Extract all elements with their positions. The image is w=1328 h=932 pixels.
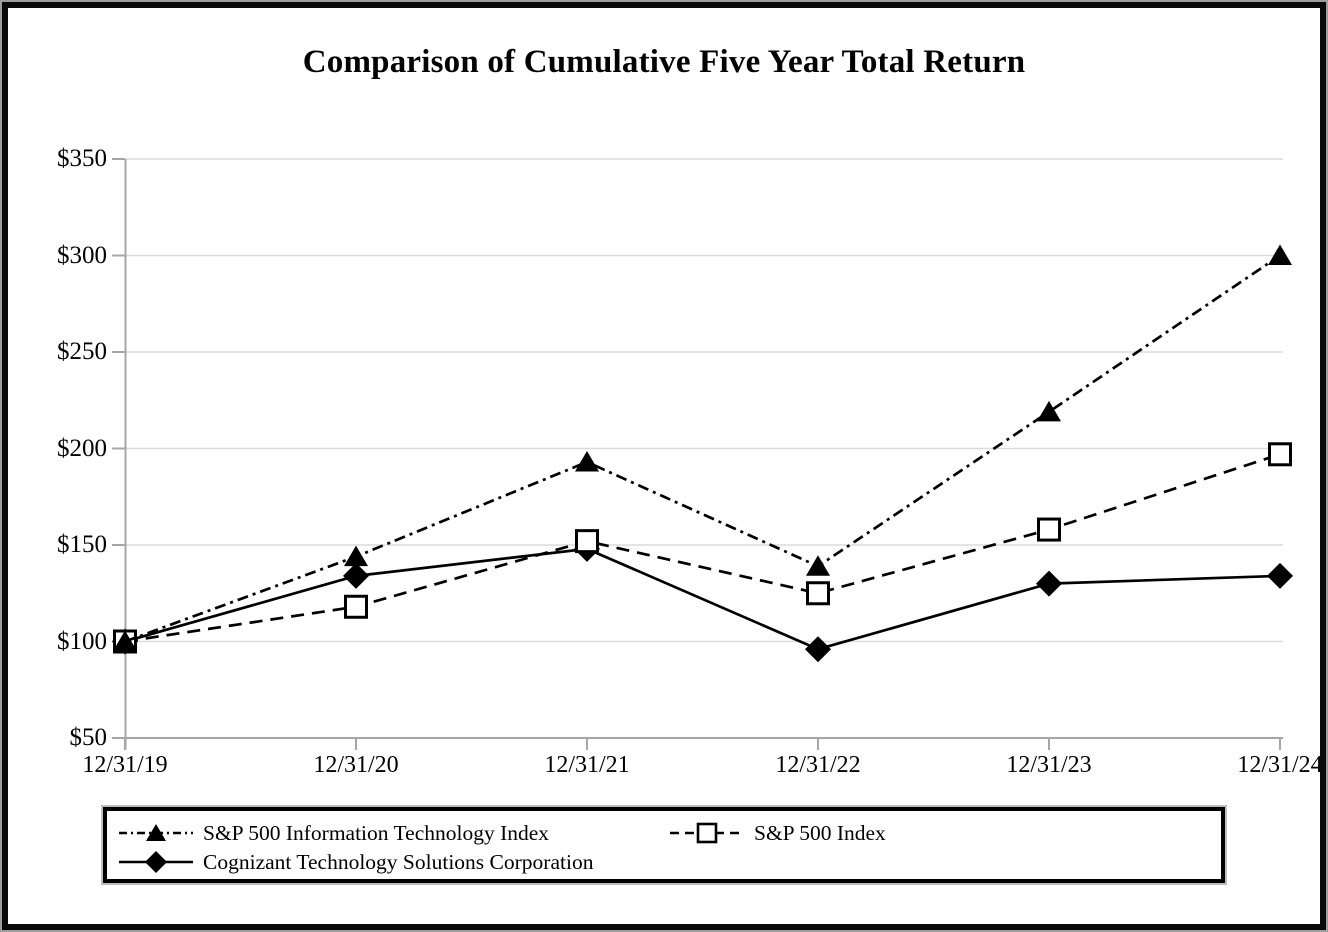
legend-label-cognizant: Cognizant Technology Solutions Corporati… (203, 850, 594, 874)
triangle-filled-marker (1037, 400, 1061, 422)
diamond-filled-marker (1267, 562, 1293, 589)
triangle-filled-marker (344, 545, 368, 567)
legend-item-sp500-index: S&P 500 Index (668, 819, 886, 847)
x-axis-label: 12/31/21 (544, 752, 630, 778)
legend-box: S&P 500 Information Technology Index S&P… (103, 807, 1225, 883)
chart-title: Comparison of Cumulative Five Year Total… (302, 44, 1026, 80)
legend-label-sp500-index: S&P 500 Index (754, 821, 886, 845)
y-axis-label: $250 (57, 338, 107, 365)
y-axis-label: $200 (57, 434, 107, 462)
square-open-marker (575, 529, 599, 554)
x-axis-label: 12/31/23 (1006, 752, 1092, 778)
legend-sample-solid-diamond-icon (119, 851, 193, 873)
diamond-filled-marker (343, 562, 369, 589)
square-open-marker (344, 594, 368, 619)
diamond-filled-icon (145, 851, 167, 873)
y-axis-label: $100 (57, 627, 107, 655)
square-open-marker (806, 581, 830, 606)
series-line-0 (124, 254, 1281, 643)
triangle-filled-marker (1268, 244, 1292, 265)
x-axis-label: 12/31/22 (775, 752, 861, 778)
x-axis-label: 12/31/20 (313, 752, 399, 778)
square-open-marker (1268, 442, 1292, 467)
square-open-icon (696, 822, 718, 844)
legend-item-cognizant: Cognizant Technology Solutions Corporati… (117, 848, 593, 876)
diamond-filled-marker (805, 636, 831, 663)
series-line-2 (124, 547, 1281, 651)
triangle-filled-icon (146, 824, 166, 841)
triangle-filled-marker (806, 555, 830, 576)
legend-sample-dashed-square-icon (670, 822, 744, 844)
triangle-filled-marker (575, 451, 599, 472)
y-axis-label: $50 (69, 724, 108, 751)
diamond-filled-marker (1036, 570, 1062, 597)
y-axis-label: $300 (57, 241, 107, 269)
legend-item-sp500-it-index: S&P 500 Information Technology Index (117, 819, 549, 847)
x-axis-label: 12/31/19 (82, 752, 168, 778)
triangle-filled-marker (113, 630, 137, 651)
square-open-marker (1037, 517, 1061, 542)
y-axis-label: $150 (57, 531, 107, 558)
legend-label-sp500-it-index: S&P 500 Information Technology Index (203, 821, 550, 845)
y-axis-label: $350 (57, 145, 107, 172)
series-line-1 (124, 453, 1281, 643)
x-axis-label: 12/31/24 (1237, 752, 1323, 778)
legend-sample-dashdot-triangle-icon (119, 824, 193, 841)
